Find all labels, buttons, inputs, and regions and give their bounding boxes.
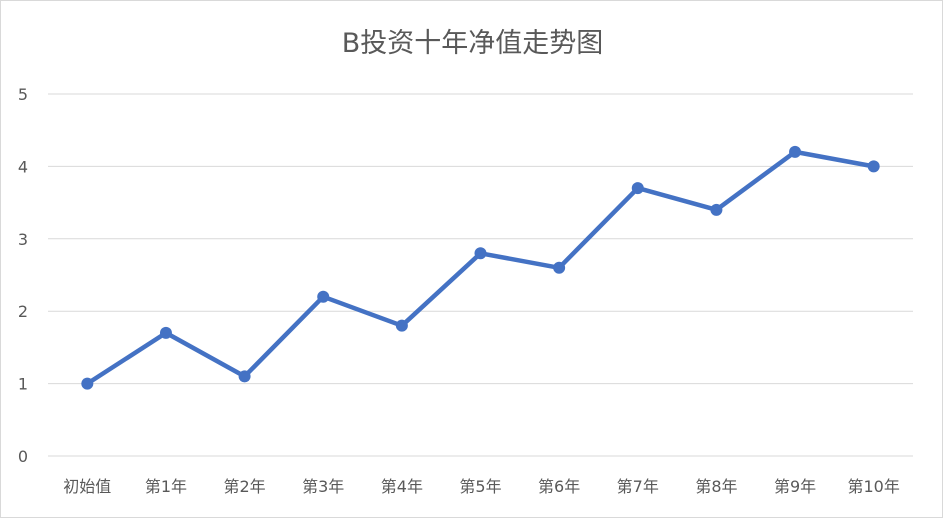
data-point	[81, 377, 94, 390]
x-tick-label: 第1年	[145, 477, 187, 496]
x-tick-label: 第6年	[538, 477, 580, 496]
y-tick-label: 4	[18, 157, 28, 176]
x-tick-label: 初始值	[63, 477, 111, 496]
x-tick-label: 第9年	[774, 477, 816, 496]
data-point	[710, 203, 723, 216]
y-tick-label: 3	[18, 230, 28, 249]
gridlines	[48, 93, 913, 457]
data-point	[631, 182, 644, 195]
y-tick-label: 5	[18, 85, 28, 104]
data-point	[867, 160, 880, 173]
x-tick-label: 第8年	[695, 477, 737, 496]
series-group	[81, 145, 880, 390]
data-point	[238, 370, 251, 383]
data-point	[159, 326, 172, 339]
x-tick-label: 第2年	[223, 477, 265, 496]
data-point	[553, 261, 566, 274]
data-point	[789, 145, 802, 158]
x-tick-label: 第7年	[617, 477, 659, 496]
x-tick-label: 第5年	[459, 477, 501, 496]
x-tick-label: 第10年	[847, 477, 899, 496]
x-tick-label: 第3年	[302, 477, 344, 496]
y-tick-label: 0	[18, 447, 28, 466]
y-tick-label: 2	[18, 302, 28, 321]
series-line	[85, 149, 876, 386]
data-point	[474, 247, 487, 260]
y-tick-label: 1	[18, 375, 28, 394]
x-axis-ticks: 初始值 第1年 第2年 第3年 第4年 第5年 第6年 第7年 第8年 第9年 第10年	[63, 477, 900, 496]
data-point	[317, 290, 330, 303]
data-point	[395, 319, 408, 332]
chart-title: B投资十年净值走势图	[341, 28, 604, 59]
y-axis-ticks: 0 1 2 3 4 5	[18, 85, 28, 466]
x-tick-label: 第4年	[381, 477, 423, 496]
